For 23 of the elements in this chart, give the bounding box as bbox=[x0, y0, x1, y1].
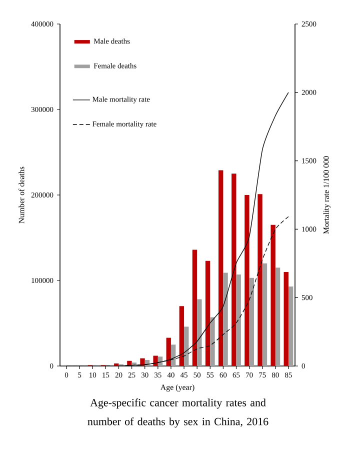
bar bbox=[232, 174, 236, 366]
bar bbox=[184, 326, 189, 366]
bar bbox=[275, 268, 280, 366]
bar bbox=[153, 356, 158, 366]
bar bbox=[258, 194, 262, 366]
bar bbox=[170, 344, 176, 366]
bar bbox=[218, 170, 224, 366]
bar bbox=[192, 250, 198, 366]
bar bbox=[244, 194, 250, 366]
bar bbox=[179, 306, 184, 366]
bar bbox=[210, 317, 215, 366]
bar bbox=[262, 263, 268, 366]
bar bbox=[197, 299, 202, 366]
bar bbox=[166, 338, 171, 366]
bar bbox=[249, 278, 254, 366]
bar bbox=[223, 272, 228, 366]
bar bbox=[236, 274, 241, 366]
bar bbox=[284, 272, 288, 366]
bar bbox=[270, 224, 276, 366]
text: Age-specific cancer mortality rates and number of deaths by sex in China, 2016 bbox=[88, 398, 268, 428]
bar bbox=[288, 286, 294, 366]
bar bbox=[140, 358, 145, 366]
bar bbox=[205, 260, 210, 366]
